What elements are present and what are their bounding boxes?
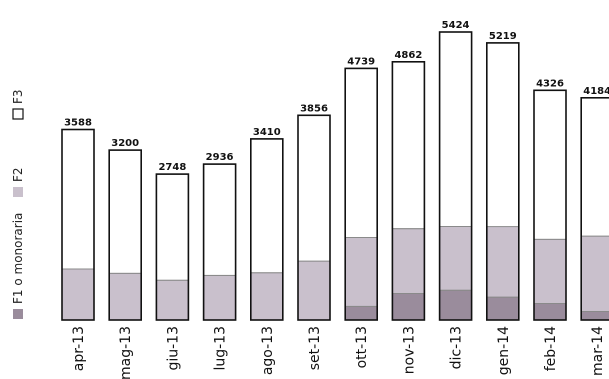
- total-label: 4739: [347, 56, 375, 67]
- total-label: 3588: [64, 118, 92, 129]
- category-label: lug-13: [213, 326, 229, 371]
- bar-segment-nov-13-series-1: [391, 293, 425, 321]
- category-label: feb-14: [543, 326, 559, 371]
- category-label: gen-14: [496, 326, 512, 375]
- bar-group-mag-13: [108, 149, 142, 321]
- bar-group-apr-13: [61, 128, 95, 321]
- bar-outline-nov-13: [391, 60, 426, 321]
- category-label: ott-13: [354, 326, 370, 368]
- bar-group-gen-14: [485, 42, 520, 321]
- category-label: nov-13: [401, 326, 417, 374]
- bar-group-lug-13: [202, 163, 237, 321]
- category-label: mag-13: [118, 326, 134, 379]
- bar-segment-feb-14-series-2: [533, 238, 567, 304]
- bar-segment-mar-14-series-3: [580, 97, 609, 237]
- bar-group-mar-14: [580, 97, 609, 321]
- bar-outline-giu-13: [155, 173, 190, 321]
- bar-segment-ago-13-series-2: [250, 272, 284, 321]
- bar-group-giu-13: [155, 173, 190, 321]
- bar-segment-ott-13-series-1: [344, 306, 378, 321]
- bar-group-dic-13: [438, 31, 473, 321]
- category-label: ago-13: [260, 326, 276, 375]
- legend-label: F3: [11, 89, 25, 104]
- total-label: 3410: [253, 127, 281, 138]
- legend-item-series-3: F3: [11, 89, 25, 120]
- legend-label: F2: [11, 167, 25, 182]
- legend-item-series-1: F1 o monoraria: [11, 213, 25, 319]
- bar-group-feb-14: [533, 89, 567, 321]
- bar-segment-mag-13-series-3: [108, 149, 142, 274]
- bar-group-ott-13: [344, 67, 379, 321]
- category-label: set-13: [307, 326, 323, 370]
- category-label: mar-14: [590, 326, 606, 376]
- bar-segment-lug-13-series-2: [203, 274, 237, 321]
- bar-segment-nov-13-series-2: [391, 228, 425, 294]
- bar-segment-gen-14-series-3: [486, 42, 520, 228]
- bar-segment-giu-13-series-3: [155, 173, 189, 281]
- category-label: dic-13: [449, 326, 465, 369]
- total-label: 2936: [206, 152, 234, 163]
- total-label: 3856: [300, 103, 328, 114]
- legend-swatch: [13, 187, 23, 197]
- total-label: 3200: [111, 138, 139, 149]
- bar-segment-nov-13-series-3: [391, 61, 425, 230]
- bar-outline-ago-13: [250, 138, 284, 321]
- bar-outline-lug-13: [202, 163, 237, 321]
- bar-outline-apr-13: [61, 128, 95, 321]
- bar-segment-mar-14-series-2: [580, 235, 609, 313]
- bar-segment-set-13-series-3: [297, 114, 331, 262]
- bars: [61, 31, 609, 321]
- bar-outline-gen-14: [485, 42, 520, 321]
- bar-segment-apr-13-series-2: [61, 268, 95, 321]
- legend: F1 o monoraria F2 F3: [11, 89, 25, 319]
- legend-item-series-2: F2: [11, 167, 25, 197]
- bar-segment-mag-13-series-2: [108, 272, 142, 321]
- bar-segment-mar-14-series-1: [580, 311, 609, 321]
- category-label: apr-13: [71, 326, 87, 371]
- bar-outline-mag-13: [108, 149, 142, 321]
- bar-segment-set-13-series-2: [297, 260, 331, 321]
- category-labels: apr-13 mag-13 giu-13 lug-13 ago-13 set-13 ott-…: [71, 326, 606, 379]
- total-label: 4862: [394, 50, 422, 61]
- bar-group-nov-13: [391, 60, 426, 321]
- bar-outline-ott-13: [344, 67, 379, 321]
- category-label: giu-13: [165, 326, 181, 371]
- total-label: 4184: [583, 86, 609, 97]
- bar-segment-gen-14-series-1: [486, 296, 520, 321]
- bar-segment-feb-14-series-3: [533, 89, 567, 240]
- bar-segment-apr-13-series-3: [61, 129, 95, 270]
- total-labels: 3588 3200 2748 2936 3410 3856 4739 4862 5424 5219…: [64, 20, 609, 173]
- legend-swatch: [13, 309, 23, 319]
- bar-segment-gen-14-series-2: [486, 226, 520, 298]
- bar-outline-feb-14: [533, 89, 567, 321]
- bar-segment-ott-13-series-3: [344, 67, 378, 239]
- bar-outline-dic-13: [438, 31, 473, 321]
- bar-segment-giu-13-series-2: [155, 279, 189, 321]
- bar-group-ago-13: [250, 138, 284, 321]
- bar-outline-mar-14: [580, 97, 609, 321]
- bar-segment-lug-13-series-3: [203, 163, 237, 276]
- bar-segment-dic-13-series-3: [439, 31, 473, 227]
- legend-swatch: [12, 108, 24, 120]
- total-label: 2748: [158, 162, 186, 173]
- total-label: 5424: [442, 20, 470, 31]
- bar-segment-ott-13-series-2: [344, 236, 378, 307]
- bar-segment-feb-14-series-1: [533, 303, 567, 321]
- bar-outline-set-13: [297, 114, 331, 321]
- legend-label: F1 o monoraria: [11, 213, 25, 304]
- bar-segment-dic-13-series-1: [439, 289, 473, 321]
- total-label: 4326: [536, 78, 564, 89]
- bar-segment-ago-13-series-3: [250, 138, 284, 274]
- total-label: 5219: [489, 31, 517, 42]
- bar-group-set-13: [297, 114, 331, 321]
- bar-segment-dic-13-series-2: [439, 226, 473, 291]
